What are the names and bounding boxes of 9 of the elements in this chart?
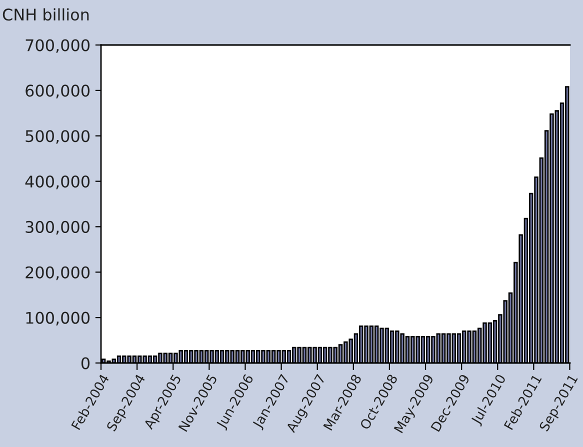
y-tick-label: 600,000 xyxy=(26,84,90,98)
y-tick-label: 700,000 xyxy=(26,39,90,53)
y-tick-label: 100,000 xyxy=(26,312,90,326)
y-axis-title: CNH billion xyxy=(2,8,89,21)
y-tick-label: 200,000 xyxy=(26,266,90,280)
y-tick-label: 400,000 xyxy=(25,176,90,190)
y-tick-label: 300,000 xyxy=(26,220,90,235)
y-tick-label: 0 xyxy=(81,357,90,370)
y-tick-label: 500,000 xyxy=(26,130,90,144)
